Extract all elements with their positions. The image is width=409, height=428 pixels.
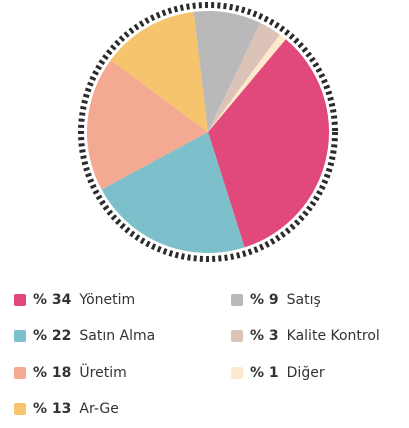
legend-label: Diğer [287,365,325,381]
pie-slice [101,132,245,253]
pie-slice [110,11,208,132]
legend-label: Yönetim [78,292,135,308]
legend-label: Üretim [79,363,126,381]
pie-slice [193,11,261,133]
legend-swatch [231,367,243,379]
legend-swatch [14,367,26,379]
pie-slice [208,39,329,248]
pie-slice [208,34,286,132]
legend-swatch [14,403,26,415]
legend-value: % 9 [250,292,279,308]
legend-swatch [14,330,26,342]
pie-slice [208,22,280,132]
legend-value: % 13 [33,401,71,417]
legend-label: Ar-Ge [79,401,118,417]
legend-label: Satış [287,292,321,308]
legend-swatch [231,330,243,342]
legend-label: Kalite Kontrol [287,328,380,344]
legend-swatch [231,294,243,306]
legend-value: % 1 [250,365,279,381]
dotted-ring [78,2,338,262]
legend-value: % 22 [33,328,71,344]
legend-value: % 3 [250,328,279,344]
legend-swatch [14,294,26,306]
legend-value: % 18 [33,365,71,381]
legend-value: % 34 [33,292,72,308]
legend-label: Satın Alma [79,328,155,344]
pie-slice [86,60,208,190]
